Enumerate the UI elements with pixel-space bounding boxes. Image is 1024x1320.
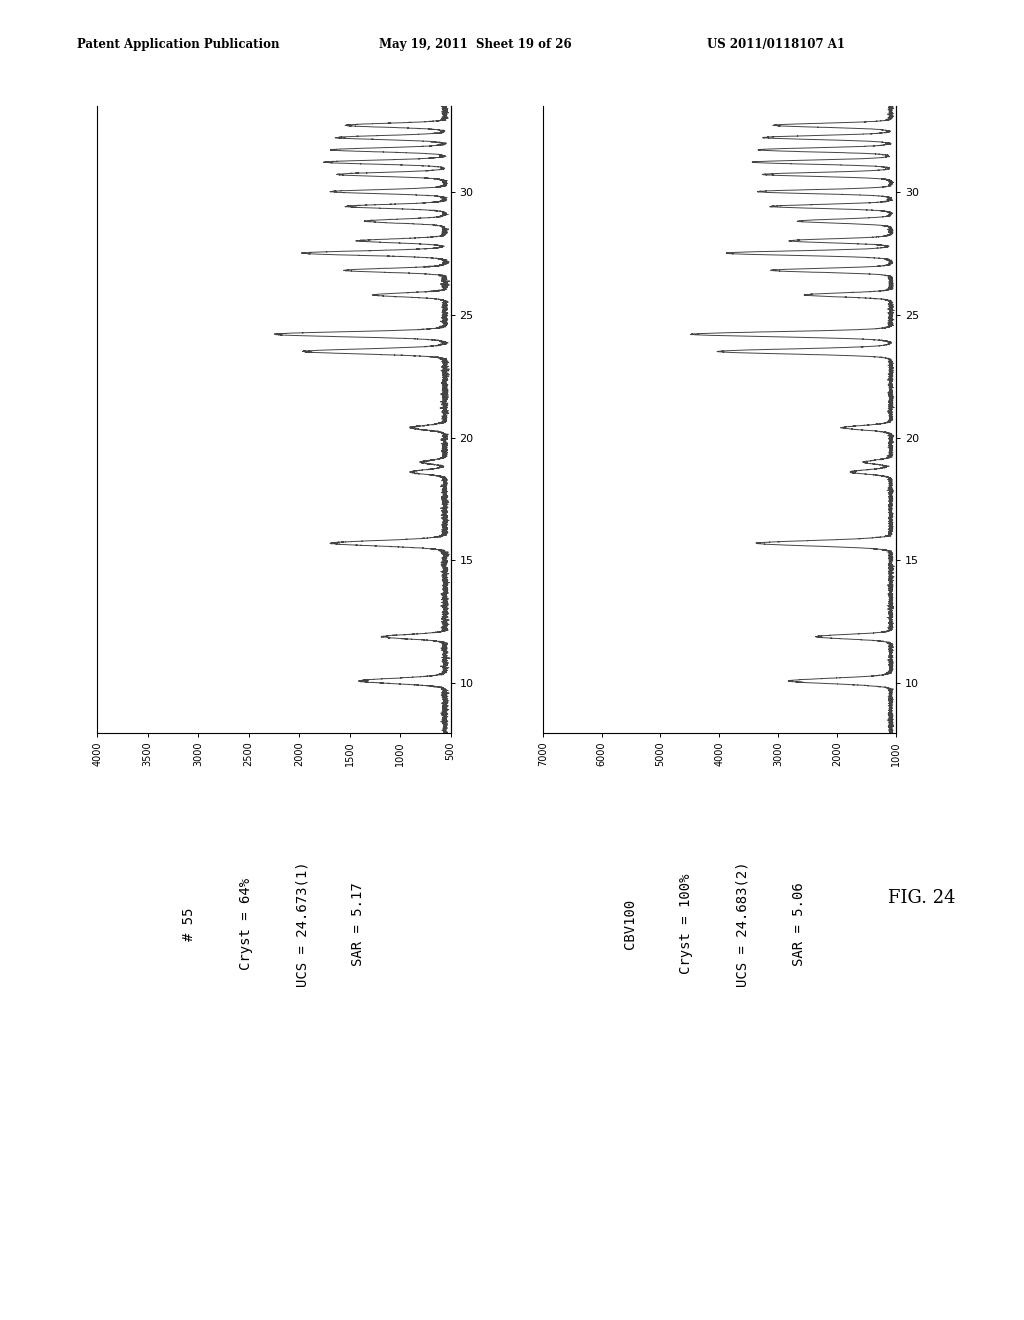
Text: # 55: # 55 [182,907,197,941]
Text: SAR = 5.17: SAR = 5.17 [351,882,366,966]
Text: SAR = 5.06: SAR = 5.06 [792,882,806,966]
Text: Patent Application Publication: Patent Application Publication [77,37,280,50]
Text: CBV100: CBV100 [623,899,637,949]
Text: Cryst = 100%: Cryst = 100% [679,874,693,974]
Text: US 2011/0118107 A1: US 2011/0118107 A1 [707,37,845,50]
Text: May 19, 2011  Sheet 19 of 26: May 19, 2011 Sheet 19 of 26 [379,37,571,50]
Text: UCS = 24.673(1): UCS = 24.673(1) [295,861,309,987]
Text: FIG. 24: FIG. 24 [888,888,955,907]
Text: UCS = 24.683(2): UCS = 24.683(2) [735,861,750,987]
Text: Cryst = 64%: Cryst = 64% [239,878,253,970]
